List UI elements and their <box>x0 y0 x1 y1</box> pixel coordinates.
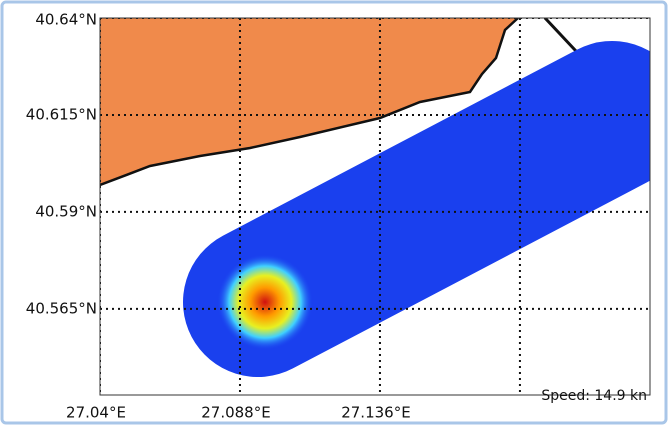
map-figure: Speed: 14.9 kn 27.04°E 27.088°E 27.136°E 40… <box>0 0 668 425</box>
speed-label: Speed: 14.9 kn <box>541 388 647 404</box>
y-tick-label: 40.64°N <box>35 11 97 29</box>
y-tick-label: 40.59°N <box>35 202 97 220</box>
y-tick-label: 40.565°N <box>26 299 97 317</box>
page: {"map": { "xlim": [27.04, 27.2286], "yli… <box>0 0 668 425</box>
hotspot <box>217 254 313 350</box>
x-tick-label: 27.088°E <box>201 404 270 422</box>
x-tick-label: 27.04°E <box>66 404 126 422</box>
x-tick-label: 27.136°E <box>341 404 410 422</box>
y-tick-label: 40.615°N <box>26 105 97 123</box>
